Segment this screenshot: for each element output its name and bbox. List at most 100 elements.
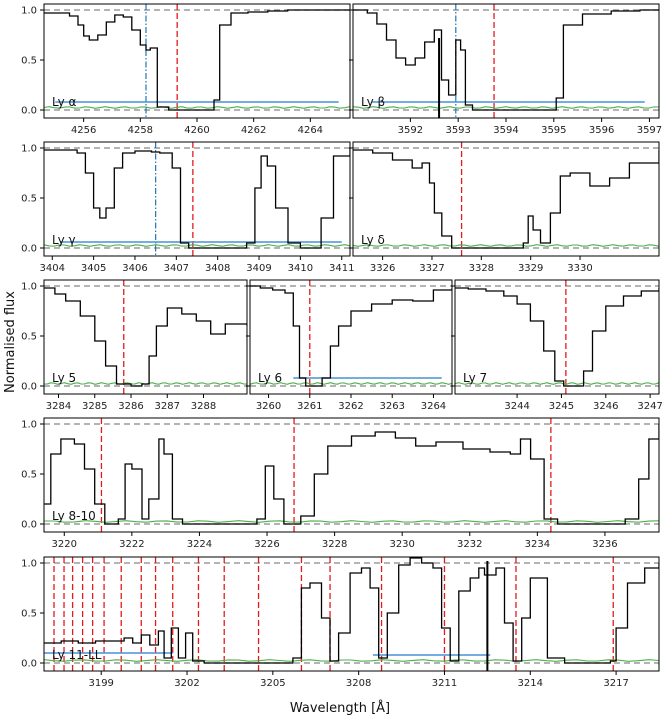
x-tick-label: 3411	[329, 263, 354, 274]
y-tick-label: 1.0	[21, 282, 37, 293]
panel-frame	[454, 279, 660, 395]
x-tick-label: 3244	[504, 401, 529, 412]
x-tick-label: 3222	[119, 539, 144, 550]
x-tick-label: 3232	[457, 539, 482, 550]
panel-1: 0.0 0.5 1.0 4256 4258 4260 4262 4264 Ly α	[21, 3, 351, 136]
panel-label: Ly α	[52, 95, 77, 109]
y-axis-title: Normalised flux	[3, 291, 18, 393]
x-tick-label: 3214	[518, 678, 543, 689]
panel-plot-area	[44, 280, 247, 394]
panel-8: 0.0 0.5 1.0 3220 3222 3224 3226 3228 3230 3232 323…	[21, 417, 660, 550]
panel-label: Ly γ	[52, 233, 76, 247]
error-spectrum	[44, 244, 350, 247]
x-tick-label: 3236	[592, 539, 617, 550]
x-tick-label: 4262	[241, 125, 266, 136]
panel-label: Ly 11-LL	[52, 648, 102, 662]
x-axis-title: Wavelength [Å]	[290, 700, 390, 716]
y-tick-label: 1.0	[21, 6, 37, 17]
y-tick-label: 1.0	[21, 420, 37, 431]
panel-7: 3244 3245 3246 3247 Ly 7	[451, 279, 663, 412]
flux-spectrum	[44, 557, 659, 664]
error-spectrum	[44, 520, 659, 523]
x-tick-label: 3329	[518, 263, 543, 274]
x-tick-label: 3261	[297, 401, 322, 412]
y-tick-label: 0.5	[21, 56, 37, 67]
error-spectrum	[44, 106, 350, 109]
x-tick-label: 3226	[254, 539, 279, 550]
x-tick-label: 3284	[46, 401, 71, 412]
error-spectrum	[353, 244, 659, 247]
x-tick-label: 3288	[191, 401, 216, 412]
x-tick-label: 3330	[567, 263, 592, 274]
panel-frame	[352, 3, 660, 119]
x-tick-label: 3202	[174, 678, 199, 689]
panel-4: 3326 3327 3328 3329 3330 Ly δ	[349, 141, 660, 274]
x-tick-label: 3246	[593, 401, 618, 412]
x-tick-label: 4258	[128, 125, 153, 136]
panel-6: 3260 3261 3262 3263 3264 Ly 6	[246, 279, 453, 412]
panel-frame	[43, 3, 351, 119]
x-tick-label: 3224	[187, 539, 212, 550]
panel-plot-area	[44, 418, 659, 532]
error-spectrum	[44, 659, 659, 662]
y-tick-label: 0.0	[21, 106, 37, 117]
flux-spectrum	[44, 287, 247, 387]
y-tick-label: 0.0	[21, 659, 37, 670]
x-tick-label: 3410	[288, 263, 313, 274]
x-tick-label: 3287	[155, 401, 180, 412]
x-tick-label: 3597	[637, 125, 662, 136]
x-tick-label: 3406	[122, 263, 147, 274]
flux-spectrum	[353, 149, 659, 249]
panel-plot-area	[353, 4, 659, 118]
x-tick-label: 3326	[370, 263, 395, 274]
x-tick-label: 3263	[379, 401, 404, 412]
y-tick-label: 0.5	[21, 609, 37, 620]
error-spectrum	[353, 106, 659, 109]
x-tick-label: 3407	[164, 263, 189, 274]
flux-spectrum	[455, 287, 659, 387]
x-tick-label: 3405	[81, 263, 106, 274]
x-tick-label: 3285	[82, 401, 107, 412]
x-tick-label: 3220	[52, 539, 77, 550]
panel-frame	[352, 141, 660, 257]
x-tick-label: 3245	[549, 401, 574, 412]
flux-spectrum	[44, 424, 659, 525]
panel-2: 3592 3593 3594 3595 3596 3597 Ly β	[349, 3, 662, 136]
x-tick-label: 3596	[589, 125, 614, 136]
panel-label: Ly β	[361, 95, 385, 109]
x-tick-label: 3286	[118, 401, 143, 412]
flux-spectrum	[44, 9, 350, 111]
flux-spectrum	[44, 148, 350, 249]
panel-frame	[43, 141, 351, 257]
x-tick-label: 3404	[40, 263, 65, 274]
flux-spectrum	[250, 285, 452, 387]
x-tick-label: 3260	[256, 401, 281, 412]
panel-label: Ly δ	[361, 233, 385, 247]
panel-plot-area	[455, 280, 659, 394]
x-tick-label: 3230	[389, 539, 414, 550]
x-tick-label: 4256	[71, 125, 96, 136]
y-tick-label: 0.5	[21, 470, 37, 481]
y-tick-label: 0.0	[21, 244, 37, 255]
x-tick-label: 3595	[541, 125, 566, 136]
x-tick-label: 3234	[525, 539, 550, 550]
y-tick-label: 0.5	[21, 332, 37, 343]
x-tick-label: 3327	[419, 263, 444, 274]
x-tick-label: 3208	[346, 678, 371, 689]
panel-plot-area	[44, 142, 350, 256]
x-tick-label: 3409	[246, 263, 271, 274]
panel-plot-area	[353, 142, 659, 256]
error-spectrum	[250, 382, 452, 385]
panel-plot-area	[44, 4, 350, 118]
x-tick-label: 3593	[445, 125, 470, 136]
x-tick-label: 3211	[432, 678, 457, 689]
y-tick-label: 0.0	[21, 520, 37, 531]
x-tick-label: 3264	[421, 401, 446, 412]
panel-label: Ly 5	[52, 371, 76, 385]
x-tick-label: 3594	[493, 125, 518, 136]
error-spectrum	[455, 382, 659, 385]
x-tick-label: 3262	[338, 401, 363, 412]
panel-label: Ly 8-10	[52, 509, 96, 523]
